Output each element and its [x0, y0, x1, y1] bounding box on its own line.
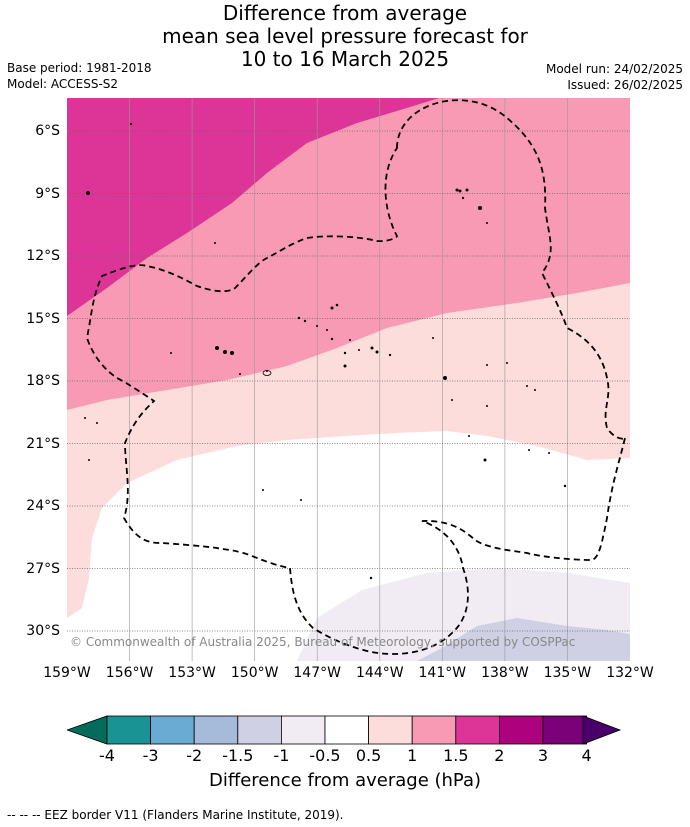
eez-border: [86, 99, 627, 655]
eez-footnote: -- -- -- EEZ border V11 (Flanders Marine…: [7, 808, 344, 822]
colorbar-segment: [368, 715, 413, 745]
colorbar-segment: [150, 715, 195, 745]
colorbar-segments: [106, 715, 587, 745]
colorbar-segment: [455, 715, 500, 745]
cb-tick-label: -4: [99, 746, 115, 765]
issued-date: Issued: 26/02/2025: [567, 78, 683, 92]
cb-tick-label: 3: [537, 746, 549, 765]
lat-label-12s: 12°S: [26, 248, 60, 264]
colorbar-segment: [324, 715, 369, 745]
colorbar-under-arrow: [67, 715, 108, 745]
base-period: Base period: 1981-2018: [7, 61, 152, 75]
cb-tick-label: -1.5: [222, 746, 254, 765]
colorbar-segment: [106, 715, 151, 745]
cb-tick-label: -2: [186, 746, 203, 765]
map-title: Difference from average mean sea level p…: [0, 2, 690, 71]
lat-label-27s: 27°S: [26, 560, 60, 577]
colorbar-segment: [498, 715, 544, 745]
band-neg1_5-to-neg1: [417, 618, 630, 661]
island-outline: [262, 370, 272, 376]
colorbar-segment: [542, 715, 587, 745]
lat-label-15s: 15°S: [26, 310, 60, 327]
cb-tick-label: -3: [142, 746, 159, 765]
lat-label-30s: 30°S: [26, 623, 60, 639]
title-line-3: 10 to 16 March 2025: [240, 47, 450, 71]
band-1_5-to-2: [67, 98, 439, 316]
lon-label-156w: 156°W: [105, 665, 154, 681]
cb-tick-label: -1: [273, 746, 290, 765]
colorbar-segment: [237, 715, 282, 745]
lon-label-150w: 150°W: [230, 665, 279, 681]
lon-label-144w: 144°W: [356, 665, 404, 681]
lat-label-6s: 6°S: [35, 123, 60, 139]
lon-label-159w: 159°W: [43, 665, 91, 681]
model-name: Model: ACCESS-S2: [7, 77, 119, 91]
pressure-anomaly-map: © Commonwealth of Australia 2025, Bureau…: [67, 98, 630, 661]
colorbar-segment: [193, 715, 239, 745]
cb-tick-label: 4: [581, 746, 592, 765]
cb-tick-label: 2: [494, 746, 505, 765]
lon-label-141w: 141°W: [418, 665, 467, 681]
colorbar-over-arrow: [582, 715, 622, 745]
cb-tick-label: 1: [407, 746, 418, 765]
meta-right: Model run: 24/02/2025 Issued: 26/02/2025: [546, 61, 683, 93]
title-line-2: mean sea level pressure forecast for: [162, 24, 528, 48]
cb-tick-label: 1.5: [443, 746, 469, 765]
lat-label-24s: 24°S: [26, 498, 60, 514]
meta-left: Base period: 1981-2018 Model: ACCESS-S2: [7, 60, 152, 92]
model-run: Model run: 24/02/2025: [545, 62, 683, 76]
map-credit: © Commonwealth of Australia 2025, Bureau…: [70, 635, 575, 649]
colorbar-segment: [280, 715, 326, 745]
colorbar-title: Difference from average (hPa): [208, 770, 482, 791]
colorbar: [67, 715, 622, 745]
lon-label-147w: 147°W: [293, 665, 341, 681]
lat-label-18s: 18°S: [26, 373, 60, 389]
lat-label-9s: 9°S: [35, 185, 60, 202]
islands: [84, 122, 567, 580]
lon-label-153w: 153°W: [168, 665, 216, 681]
lon-label-135w: 135°W: [543, 665, 592, 681]
cb-tick-label: 0.5: [355, 746, 382, 765]
graticule: [129, 98, 568, 661]
lon-label-138w: 138°W: [481, 665, 529, 681]
cb-tick-label: -0.5: [309, 746, 341, 765]
title-line-1: Difference from average: [222, 1, 468, 25]
lat-label-21s: 21°S: [26, 435, 60, 452]
colorbar-segment: [411, 715, 457, 745]
lon-label-132w: 132°W: [606, 665, 654, 681]
